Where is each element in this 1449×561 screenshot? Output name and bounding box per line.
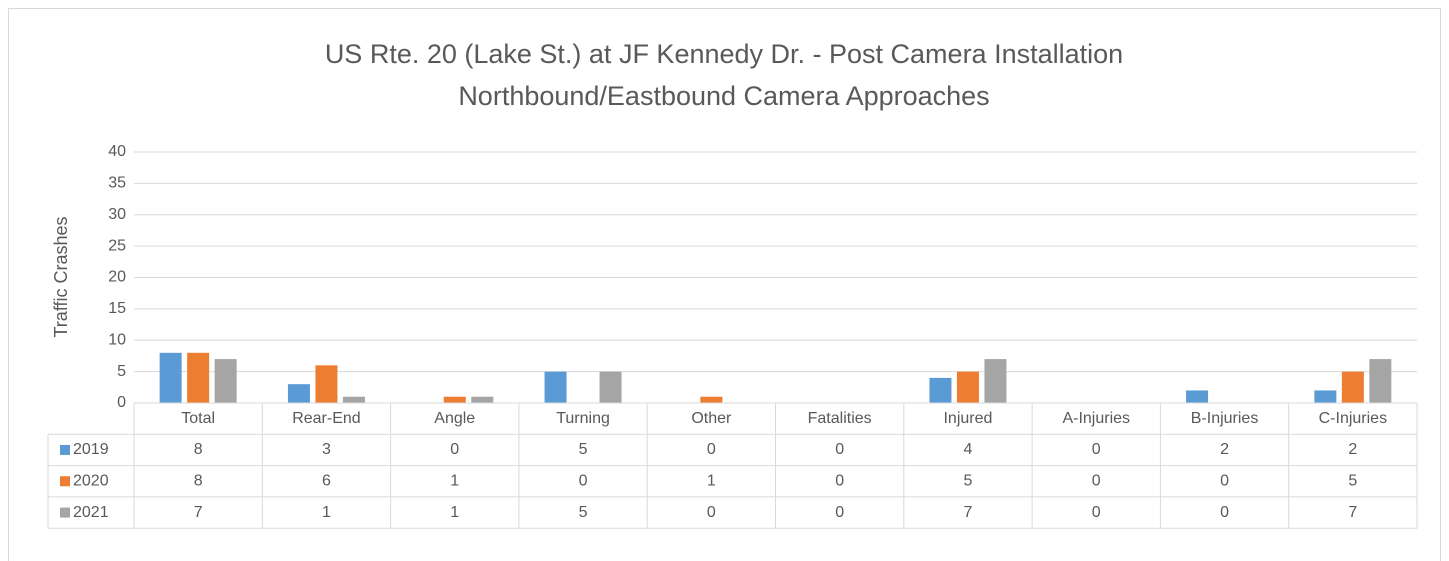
bar	[929, 377, 952, 403]
bar	[214, 359, 237, 403]
x-tick-label: B-Injuries	[1191, 410, 1259, 427]
legend-label: 2019	[73, 441, 109, 458]
x-tick-label: Total	[181, 410, 215, 427]
bar	[287, 384, 310, 403]
table-value: 5	[579, 504, 588, 521]
x-tick-label: Fatalities	[808, 410, 872, 427]
table-value: 0	[1220, 504, 1229, 521]
bar	[342, 396, 365, 403]
bar	[1369, 359, 1392, 403]
legend-label: 2020	[73, 472, 109, 489]
table-value: 1	[450, 472, 459, 489]
y-axis-label: Traffic Crashes	[51, 216, 71, 337]
legend-swatch	[60, 507, 70, 518]
table-value: 7	[1348, 504, 1357, 521]
legend-swatch	[60, 444, 70, 455]
table-value: 2	[1220, 441, 1229, 458]
bar	[544, 371, 567, 403]
table-value: 8	[194, 441, 203, 458]
table-value: 7	[963, 504, 972, 521]
table-value: 0	[1092, 441, 1101, 458]
table-value: 0	[450, 441, 459, 458]
table-value: 0	[1092, 504, 1101, 521]
chart-subtitle: Northbound/Eastbound Camera Approaches	[458, 81, 989, 111]
legend-label: 2021	[73, 504, 109, 521]
table-value: 0	[707, 504, 716, 521]
table-value: 0	[835, 504, 844, 521]
y-tick-label: 15	[108, 300, 126, 317]
table-value: 8	[194, 472, 203, 489]
table-value: 1	[322, 504, 331, 521]
table-value: 1	[707, 472, 716, 489]
table-value: 0	[1220, 472, 1229, 489]
table-value: 6	[322, 472, 331, 489]
bar	[159, 352, 182, 403]
x-tick-label: Turning	[556, 410, 610, 427]
x-tick-label: Injured	[943, 410, 992, 427]
bar	[443, 396, 466, 403]
y-tick-label: 35	[108, 175, 126, 192]
y-tick-label: 30	[108, 206, 126, 223]
table-value: 3	[322, 441, 331, 458]
bar	[956, 371, 979, 403]
table-value: 0	[1092, 472, 1101, 489]
table-value: 1	[450, 504, 459, 521]
x-tick-label: C-Injuries	[1319, 410, 1387, 427]
y-tick-label: 5	[117, 363, 126, 380]
table-value: 0	[579, 472, 588, 489]
chart-border	[8, 8, 1441, 561]
x-tick-label: A-Injuries	[1062, 410, 1130, 427]
table-value: 5	[1348, 472, 1357, 489]
table-value: 5	[579, 441, 588, 458]
bar	[315, 365, 338, 403]
y-tick-label: 0	[117, 394, 126, 411]
x-tick-label: Other	[691, 410, 732, 427]
bar	[1186, 390, 1209, 403]
bar	[1341, 371, 1364, 403]
table-value: 7	[194, 504, 203, 521]
table-value: 5	[963, 472, 972, 489]
bar	[599, 371, 622, 403]
table-value: 4	[963, 441, 972, 458]
y-tick-label: 40	[108, 143, 126, 160]
table-value: 0	[835, 472, 844, 489]
bar	[471, 396, 494, 403]
y-tick-label: 25	[108, 237, 126, 254]
legend-swatch	[60, 476, 70, 487]
x-tick-label: Rear-End	[292, 410, 360, 427]
bar	[1314, 390, 1337, 403]
y-tick-label: 10	[108, 331, 126, 348]
x-tick-label: Angle	[434, 410, 475, 427]
table-value: 0	[835, 441, 844, 458]
bar	[187, 352, 210, 403]
y-tick-label: 20	[108, 269, 126, 286]
table-value: 2	[1348, 441, 1357, 458]
bar	[700, 396, 723, 403]
chart-title: US Rte. 20 (Lake St.) at JF Kennedy Dr. …	[325, 39, 1123, 69]
table-value: 0	[707, 441, 716, 458]
bar	[984, 359, 1007, 403]
